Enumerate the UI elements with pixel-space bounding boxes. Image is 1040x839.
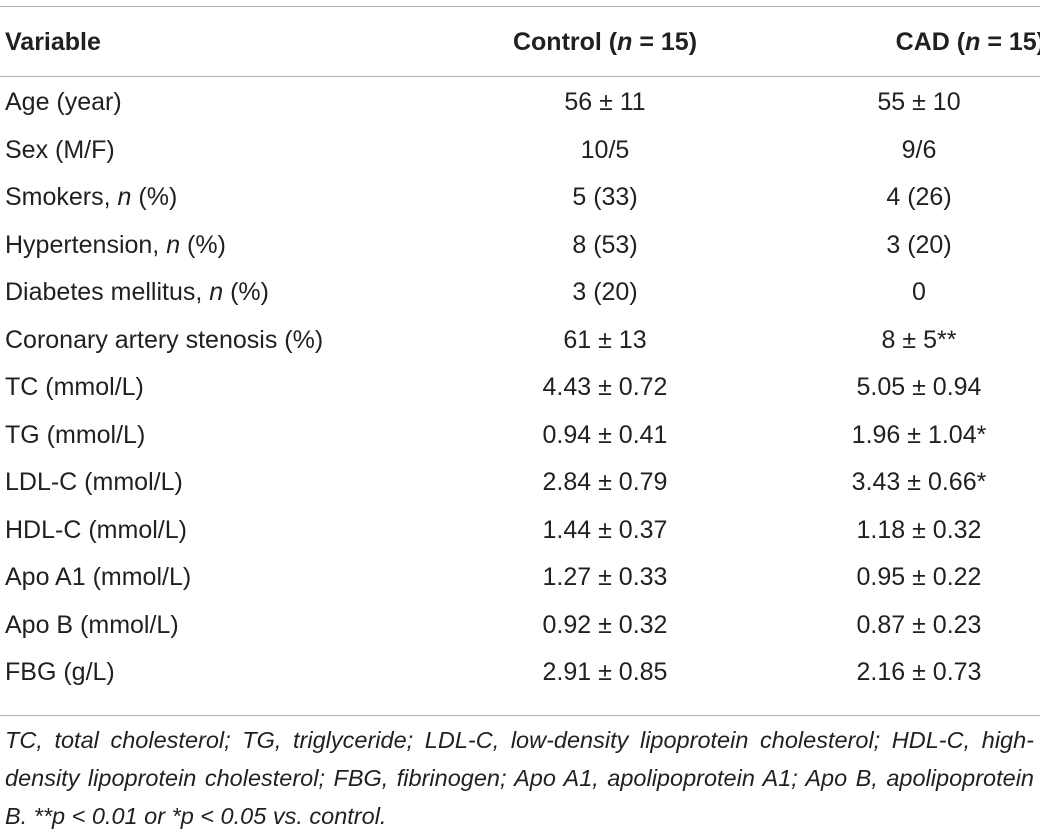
row-label-prefix: Smokers, [5,183,118,211]
characteristics-table: Variable Control (n = 15) CAD (n = 15) A… [0,17,1040,697]
row-label: Age (year) [5,88,122,116]
row-label: Apo A1 (mmol/L) [5,563,192,591]
control-value: 3 (20) [572,278,638,306]
row-label-n: n [209,278,224,306]
table-footnote: TC, total cholesterol; TG, triglyceride;… [5,727,1034,829]
control-value: 5 (33) [572,183,638,211]
row-label: LDL-C (mmol/L) [5,468,183,496]
row-label: TC (mmol/L) [5,373,144,401]
header-cad-prefix: CAD ( [895,28,966,56]
table-row: Diabetes mellitus, n (%) 3 (20) 0 [0,269,1040,317]
cad-value: 3 (20) [886,230,952,259]
header-control-prefix: Control ( [512,28,618,56]
cad-value: 2.16 ± 0.73 [856,658,982,686]
row-label: FBG (g/L) [5,658,115,686]
header-cad-suffix: = 15) [980,28,1040,56]
row-label: Diabetes mellitus, n (%) [0,269,425,317]
table-row: HDL-C (mmol/L) 1.44 ± 0.37 1.18 ± 0.32 [0,507,1040,555]
control-value: 0.92 ± 0.32 [542,610,668,639]
cad-value: 0 [912,278,926,306]
table-row: Hypertension, n (%) 8 (53) 3 (20) [0,222,1040,270]
header-row: Variable Control (n = 15) CAD (n = 15) [0,17,1040,67]
cad-value: 4 (26) [886,183,952,211]
row-label-suffix: (%) [131,183,178,211]
cad-value: 5.05 ± 0.94 [856,373,982,401]
header-control-n: n [617,28,633,56]
row-label-suffix: (%) [223,278,269,306]
control-value: 61 ± 13 [563,325,647,354]
control-value: 1.44 ± 0.37 [542,515,668,544]
row-label: Coronary artery stenosis (%) [5,325,324,354]
row-label-prefix: Diabetes mellitus, [5,278,210,306]
table-row: TC (mmol/L) 4.43 ± 0.72 5.05 ± 0.94 [0,364,1040,412]
row-label-n: n [166,230,181,259]
control-value: 0.94 ± 0.41 [542,420,668,449]
table-row: Age (year) 56 ± 11 55 ± 10 [0,67,1040,127]
table-row: FBG (g/L) 2.91 ± 0.85 2.16 ± 0.73 [0,649,1040,697]
row-label: Hypertension, n (%) [0,222,425,270]
header-control: Control (n = 15) [425,17,785,67]
row-label: TG (mmol/L) [5,420,146,449]
cad-value: 0.87 ± 0.23 [856,610,982,639]
row-label: Apo B (mmol/L) [5,610,179,639]
row-label-suffix: (%) [180,230,226,259]
table-row: LDL-C (mmol/L) 2.84 ± 0.79 3.43 ± 0.66* [0,459,1040,507]
row-label: Smokers, n (%) [0,174,425,222]
control-value: 1.27 ± 0.33 [542,563,668,591]
cad-value: 1.96 ± 1.04* [851,420,987,449]
table-row: Coronary artery stenosis (%) 61 ± 13 8 ±… [0,317,1040,365]
cad-value: 0.95 ± 0.22 [856,563,982,591]
control-value: 2.84 ± 0.79 [542,468,668,496]
row-label-n: n [117,183,132,211]
cad-value: 3.43 ± 0.66* [851,468,987,496]
row-label-prefix: Hypertension, [5,230,167,259]
header-rule [0,76,1040,77]
control-value: 2.91 ± 0.85 [542,658,668,686]
header-cad: CAD (n = 15) [785,17,1040,67]
control-value: 56 ± 11 [564,88,646,116]
cad-value: 55 ± 10 [877,88,961,116]
bottom-rule [0,715,1040,716]
control-value: 8 (53) [572,230,638,259]
row-label: Sex (M/F) [5,135,115,164]
table-row: Apo A1 (mmol/L) 1.27 ± 0.33 0.95 ± 0.22 [0,554,1040,602]
header-variable: Variable [5,28,101,56]
cad-value: 1.18 ± 0.32 [856,515,982,544]
row-label: HDL-C (mmol/L) [5,515,187,544]
cad-value: 9/6 [901,135,937,164]
cad-value: 8 ± 5** [881,325,957,354]
table-row: Sex (M/F) 10/5 9/6 [0,127,1040,175]
top-rule [0,6,1040,7]
table-row: Apo B (mmol/L) 0.92 ± 0.32 0.87 ± 0.23 [0,602,1040,650]
header-cad-n: n [965,28,981,56]
table-row: Smokers, n (%) 5 (33) 4 (26) [0,174,1040,222]
table-row: TG (mmol/L) 0.94 ± 0.41 1.96 ± 1.04* [0,412,1040,460]
control-value: 10/5 [580,135,630,164]
control-value: 4.43 ± 0.72 [542,373,668,401]
header-control-suffix: = 15) [632,28,698,56]
